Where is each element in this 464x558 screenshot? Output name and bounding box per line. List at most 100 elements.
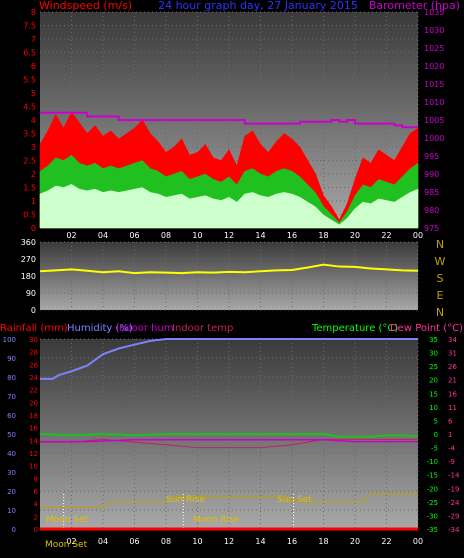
time-tick-label: 02 xyxy=(66,231,76,240)
barometer-tick-label: 1025 xyxy=(424,44,444,53)
barometer-line xyxy=(40,111,418,129)
temp-series xyxy=(39,338,419,531)
temperature-tick-label: -5 xyxy=(431,445,438,453)
temperature-tick-label: -30 xyxy=(427,512,438,520)
windspeed-tick-label: 5.5 xyxy=(23,76,36,85)
windspeed-tick-label: 7 xyxy=(31,35,36,44)
humidity-axis-label: Humidity (%) xyxy=(67,323,133,334)
windspeed-tick-label: 5 xyxy=(31,89,36,98)
temperature-tick-label: 5 xyxy=(434,417,438,425)
dew-point-tick-label: -34 xyxy=(448,526,460,534)
wind-series xyxy=(39,111,419,229)
humidity-tick-label: 70 xyxy=(7,393,16,401)
rainfall-tick-label: 30 xyxy=(29,336,38,344)
barometer-tick-label: 1015 xyxy=(424,80,444,89)
compass-letter-n-top: N xyxy=(436,238,444,251)
direction-panel: 0 90 180 270 360 N W S E N xyxy=(21,238,446,319)
windspeed-tick-label: 1.5 xyxy=(23,184,36,193)
dew-point-tick-label: 16 xyxy=(448,390,457,398)
time-tick-label: 18 xyxy=(318,537,328,546)
rainfall-tick-label: 18 xyxy=(29,412,38,420)
time-tick-label: 12 xyxy=(224,537,234,546)
barometer-tick-label: 980 xyxy=(424,206,439,215)
dew-point-axis-label: Dew Point (°C) xyxy=(390,323,463,334)
moon-set-label: Moon Set xyxy=(46,515,89,525)
windspeed-axis-label: Windspeed (m/s) xyxy=(39,0,132,12)
moon-rise-label: Moon Rise xyxy=(193,515,240,525)
time-tick-label: 14 xyxy=(255,537,265,546)
compass-letter-e: E xyxy=(437,289,444,302)
direction-tick-label: 90 xyxy=(26,289,36,298)
humidity-line xyxy=(40,338,418,380)
temperature-tick-label: 20 xyxy=(429,377,438,385)
barometer-axis: 975 980 985 990 995 1000 1005 1010 1015 1020 1025 1… xyxy=(424,8,444,233)
rainfall-tick-label: 8 xyxy=(34,475,38,483)
rainfall-tick-label: 2 xyxy=(34,513,38,521)
wind-panel: 0 0.5 1 1.5 2 2.5 3 3.5 4 4.5 5 5.5 6 6.5 7 7.5 8 975 980… xyxy=(23,0,460,240)
time-tick-label: 12 xyxy=(224,231,234,240)
humidity-tick-label: 100 xyxy=(3,336,16,344)
direction-axis: 0 90 180 270 360 xyxy=(21,238,36,315)
rainfall-tick-label: 24 xyxy=(29,374,38,382)
windspeed-tick-label: 3 xyxy=(31,143,36,152)
barometer-tick-label: 1020 xyxy=(424,62,444,71)
dew-point-tick-label: -9 xyxy=(448,458,455,466)
dew-point-tick-label: 21 xyxy=(448,377,457,385)
dew-point-tick-label: 6 xyxy=(448,417,453,425)
compass-letter-w: W xyxy=(435,255,446,268)
humidity-tick-label: 0 xyxy=(12,526,16,534)
barometer-tick-label: 985 xyxy=(424,188,439,197)
temperature-tick-label: -20 xyxy=(427,485,438,493)
barometer-axis-label: Barometer (hpa) xyxy=(369,0,460,12)
temperature-line xyxy=(39,432,419,438)
humidity-tick-label: 80 xyxy=(7,374,16,382)
minimum-wind-area xyxy=(39,183,419,229)
temp-panel: Rainfall (mm) Humidity (%) Indoor hum In… xyxy=(0,323,463,550)
rainfall-tick-label: 4 xyxy=(34,501,39,509)
moon-set-bottom-label: Moon Set xyxy=(45,540,88,550)
temperature-tick-label: 35 xyxy=(429,336,438,344)
time-tick-label: 04 xyxy=(98,537,108,546)
rainfall-tick-label: 0 xyxy=(34,526,38,534)
dew-point-tick-label: -29 xyxy=(448,512,459,520)
dew-point-tick-label: 34 xyxy=(448,336,457,344)
direction-series xyxy=(39,263,419,275)
time-tick-label: 20 xyxy=(350,231,360,240)
indoor-hum-line xyxy=(40,438,418,443)
indoor-hum-label: Indoor hum xyxy=(116,323,174,334)
humidity-tick-label: 60 xyxy=(7,412,16,420)
humidity-tick-label: 90 xyxy=(7,355,16,363)
humidity-tick-label: 50 xyxy=(7,431,16,439)
time-tick-label: 08 xyxy=(161,537,171,546)
temperature-tick-label: 10 xyxy=(429,404,438,412)
time-tick-label: 06 xyxy=(129,537,139,546)
dew-point-tick-label: 26 xyxy=(448,363,457,371)
time-tick-label: 02 xyxy=(66,537,76,546)
rainfall-tick-label: 10 xyxy=(29,463,38,471)
compass-letter-n-bottom: N xyxy=(436,306,444,319)
direction-tick-label: 270 xyxy=(21,255,36,264)
barometer-tick-label: 990 xyxy=(424,170,439,179)
direction-tick-label: 0 xyxy=(31,306,36,315)
windspeed-tick-label: 2 xyxy=(31,170,36,179)
temperature-tick-label: -15 xyxy=(427,472,438,480)
barometer-tick-label: 1005 xyxy=(424,116,444,125)
barometer-tick-label: 1010 xyxy=(424,98,444,107)
humidity-tick-label: 20 xyxy=(7,488,16,496)
time-tick-label: 04 xyxy=(98,231,108,240)
direction-grid xyxy=(40,241,419,311)
humidity-tick-label: 30 xyxy=(7,469,16,477)
barometer-tick-label: 1030 xyxy=(424,26,444,35)
time-tick-label: 16 xyxy=(287,231,297,240)
indoor-temp-label: Indoor temp xyxy=(172,323,233,334)
time-tick-label: 22 xyxy=(381,231,391,240)
rainfall-tick-label: 14 xyxy=(29,437,38,445)
temperature-tick-label: 15 xyxy=(429,390,438,398)
rainfall-tick-label: 12 xyxy=(29,450,38,458)
direction-tick-label: 360 xyxy=(21,238,36,247)
time-tick-label: 20 xyxy=(350,537,360,546)
time-tick-label: 00 xyxy=(413,231,423,240)
time-tick-label: 10 xyxy=(192,231,202,240)
dew-point-tick-label: -14 xyxy=(448,472,460,480)
time-tick-label: 14 xyxy=(255,231,265,240)
